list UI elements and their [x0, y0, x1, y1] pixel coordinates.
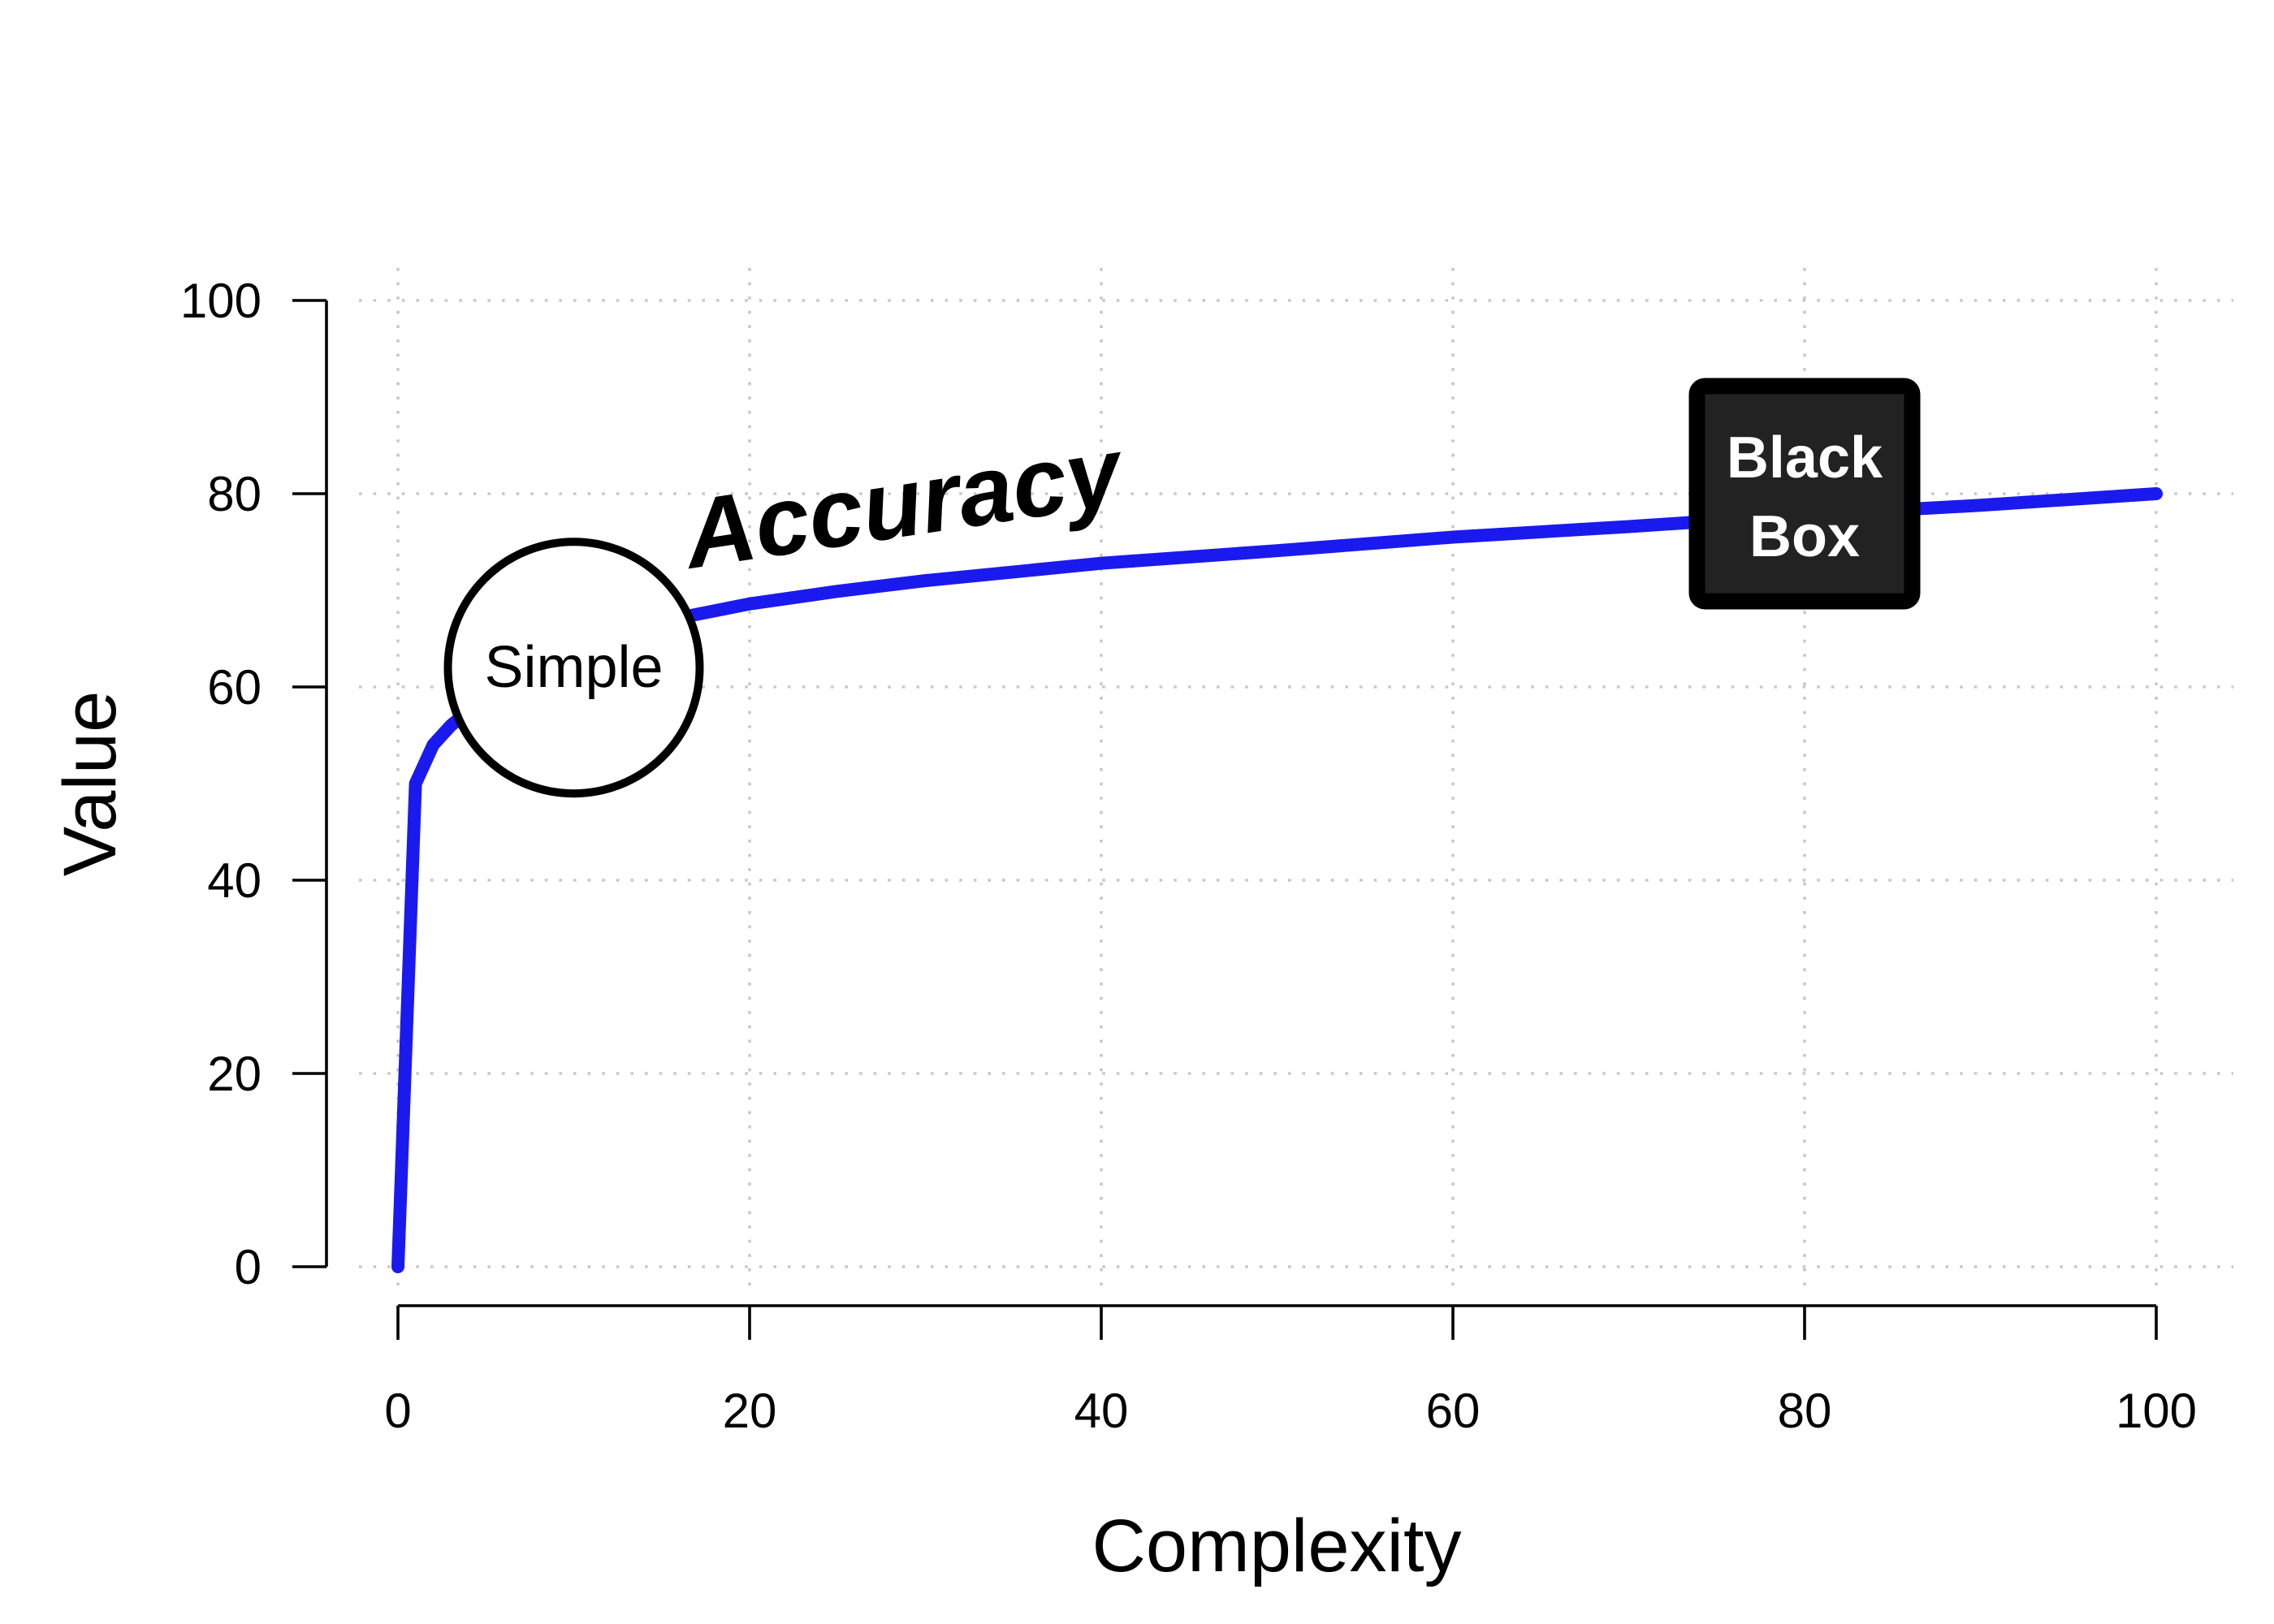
- x-tick-label-20: 20: [723, 1384, 777, 1438]
- annotations: Simple Black Box: [443, 378, 1921, 798]
- y-tick-label-40: 40: [207, 853, 262, 908]
- x-tick-label-0: 0: [384, 1384, 411, 1438]
- x-tick-label-80: 80: [1778, 1384, 1832, 1438]
- x-axis-title: Complexity: [1092, 1505, 1461, 1587]
- y-tick-label-0: 0: [235, 1240, 262, 1294]
- y-tick-label-80: 80: [207, 467, 262, 521]
- x-tick-label-60: 60: [1426, 1384, 1481, 1438]
- y-tick-label-60: 60: [207, 660, 262, 715]
- simple-marker-label: Simple: [484, 635, 663, 700]
- y-tick-label-100: 100: [180, 274, 262, 328]
- x-tick-label-40: 40: [1074, 1384, 1129, 1438]
- y-axis-title: Value: [49, 691, 132, 876]
- black-box-label-line-2: Box: [1749, 504, 1860, 569]
- simple-marker-circle: [443, 538, 704, 798]
- x-tick-label-100: 100: [2116, 1384, 2197, 1438]
- black-box-label-line-1: Black: [1727, 425, 1883, 490]
- black-box-marker: [1688, 378, 1921, 610]
- axes: 0 20 40 60 80 100 0 20 40 60 80 100: [180, 274, 2197, 1438]
- series-line-accuracy: [391, 487, 2163, 1273]
- y-tick-label-20: 20: [207, 1047, 262, 1101]
